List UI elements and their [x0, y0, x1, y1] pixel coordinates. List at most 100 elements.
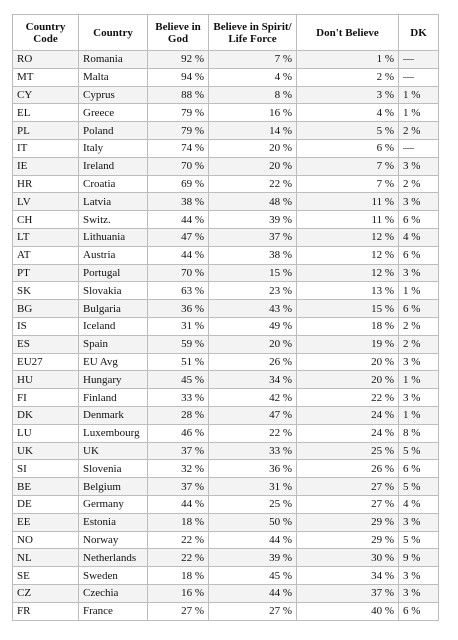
table-cell: 26 %	[296, 459, 399, 479]
table-row: SI Slovenia 32 % 36 % 26 % 6 %	[12, 459, 439, 479]
table-row: NL Netherlands 22 % 39 % 30 % 9 %	[12, 548, 439, 568]
table-cell: 47 %	[147, 227, 209, 247]
table-cell: 31 %	[208, 477, 297, 496]
table-cell: 20 %	[296, 370, 399, 390]
table-cell: 24 %	[296, 405, 399, 425]
table-cell: 7 %	[296, 156, 399, 176]
table-body: RO Romania 92 % 7 % 1 % — MT Malta 94 % 4 % 2 % — CY…	[12, 50, 439, 621]
table-cell: Belgium	[78, 477, 148, 496]
table-cell: DK	[12, 405, 79, 425]
table-cell: 6 %	[398, 459, 439, 479]
table-cell: NL	[12, 548, 79, 568]
header-cell: DK	[398, 14, 439, 51]
table-row: DE Germany 44 % 25 % 27 % 4 %	[12, 494, 439, 514]
table-cell: 4 %	[208, 67, 297, 87]
header-row: Country Code Country Believe in God Believe…	[12, 14, 439, 51]
table-cell: 37 %	[296, 583, 399, 603]
table-cell: 38 %	[208, 245, 297, 265]
table-cell: 44 %	[147, 245, 209, 265]
table-cell: MT	[12, 67, 79, 87]
table-cell: Finland	[78, 388, 148, 407]
table-row: IS Iceland 31 % 49 % 18 % 2 %	[12, 316, 439, 336]
table-cell: 3 %	[398, 566, 439, 585]
table-cell: HU	[12, 370, 79, 390]
table-cell: Luxembourg	[78, 423, 148, 443]
table-cell: RO	[12, 50, 79, 69]
table-cell: Slovakia	[78, 281, 148, 301]
table-cell: LT	[12, 227, 79, 247]
table-cell: Lithuania	[78, 227, 148, 247]
table-cell: 13 %	[296, 281, 399, 301]
table-cell: 20 %	[296, 352, 399, 372]
header-cell: Country Code	[12, 14, 79, 51]
table-cell: 40 %	[296, 601, 399, 621]
table-cell: 1 %	[398, 85, 439, 105]
table-cell: 1 %	[398, 103, 439, 123]
table-cell: 3 %	[398, 388, 439, 407]
table-cell: 70 %	[147, 263, 209, 283]
table-cell: NO	[12, 530, 79, 550]
table-cell: 59 %	[147, 334, 209, 354]
table-row: HU Hungary 45 % 34 % 20 % 1 %	[12, 370, 439, 390]
table-cell: 22 %	[147, 530, 209, 550]
table-cell: 15 %	[296, 299, 399, 318]
table-cell: 19 %	[296, 334, 399, 354]
table-cell: Malta	[78, 67, 148, 87]
table-cell: 3 %	[398, 583, 439, 603]
table-cell: 29 %	[296, 530, 399, 550]
table-cell: IT	[12, 138, 79, 158]
table-row: NO Norway 22 % 44 % 29 % 5 %	[12, 530, 439, 550]
table-cell: 44 %	[208, 530, 297, 550]
table-cell: 12 %	[296, 245, 399, 265]
table-cell: 3 %	[398, 192, 439, 212]
table-cell: 1 %	[398, 370, 439, 390]
table-cell: France	[78, 601, 148, 621]
table-cell: 45 %	[147, 370, 209, 390]
table-cell: 74 %	[147, 138, 209, 158]
table-cell: 22 %	[296, 388, 399, 407]
table-cell: 1 %	[398, 405, 439, 425]
table-cell: BE	[12, 477, 79, 496]
table-cell: FR	[12, 601, 79, 621]
table-cell: 12 %	[296, 263, 399, 283]
table-row: CY Cyprus 88 % 8 % 3 % 1 %	[12, 85, 439, 105]
table-cell: 42 %	[208, 388, 297, 407]
table-cell: 43 %	[208, 299, 297, 318]
table-cell: 2 %	[398, 174, 439, 194]
table-cell: 39 %	[208, 210, 297, 229]
table-cell: 3 %	[398, 156, 439, 176]
table-cell: 30 %	[296, 548, 399, 568]
table-cell: Croatia	[78, 174, 148, 194]
table-cell: Sweden	[78, 566, 148, 585]
table-cell: 51 %	[147, 352, 209, 372]
table-cell: 49 %	[208, 316, 297, 336]
header-cell: Country	[78, 14, 148, 51]
table-row: EU27 EU Avg 51 % 26 % 20 % 3 %	[12, 352, 439, 372]
table-row: FI Finland 33 % 42 % 22 % 3 %	[12, 388, 439, 407]
table-row: SK Slovakia 63 % 23 % 13 % 1 %	[12, 281, 439, 301]
table-cell: 32 %	[147, 459, 209, 479]
table-cell: —	[398, 138, 439, 158]
table-cell: AT	[12, 245, 79, 265]
table-cell: SE	[12, 566, 79, 585]
table-cell: 20 %	[208, 156, 297, 176]
table-cell: 2 %	[296, 67, 399, 87]
table-cell: Romania	[78, 50, 148, 69]
table-cell: SI	[12, 459, 79, 479]
table-cell: DE	[12, 494, 79, 514]
table-cell: Poland	[78, 121, 148, 140]
table-row: UK UK 37 % 33 % 25 % 5 %	[12, 441, 439, 461]
table-cell: IS	[12, 316, 79, 336]
table-cell: Italy	[78, 138, 148, 158]
table-cell: 37 %	[147, 477, 209, 496]
table-cell: 44 %	[147, 210, 209, 229]
table-row: RO Romania 92 % 7 % 1 % —	[12, 50, 439, 69]
table-cell: 15 %	[208, 263, 297, 283]
table-cell: BG	[12, 299, 79, 318]
table-cell: LV	[12, 192, 79, 212]
table-cell: 44 %	[147, 494, 209, 514]
table-row: BE Belgium 37 % 31 % 27 % 5 %	[12, 477, 439, 496]
table-cell: UK	[12, 441, 79, 461]
table-cell: EL	[12, 103, 79, 123]
table-cell: 79 %	[147, 121, 209, 140]
